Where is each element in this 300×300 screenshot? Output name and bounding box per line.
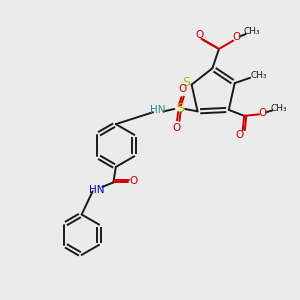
- Text: O: O: [236, 130, 244, 140]
- Text: O: O: [179, 84, 187, 94]
- Text: O: O: [259, 108, 267, 118]
- Text: HN: HN: [89, 185, 104, 195]
- Text: O: O: [232, 32, 240, 42]
- Text: O: O: [172, 123, 181, 133]
- Text: CH₃: CH₃: [251, 71, 267, 80]
- Text: O: O: [196, 30, 204, 40]
- Text: CH₃: CH₃: [270, 104, 287, 113]
- Text: O: O: [129, 176, 137, 186]
- Text: CH₃: CH₃: [244, 27, 260, 36]
- Text: S: S: [182, 76, 190, 89]
- Text: S: S: [176, 102, 184, 115]
- Text: HN: HN: [150, 106, 166, 116]
